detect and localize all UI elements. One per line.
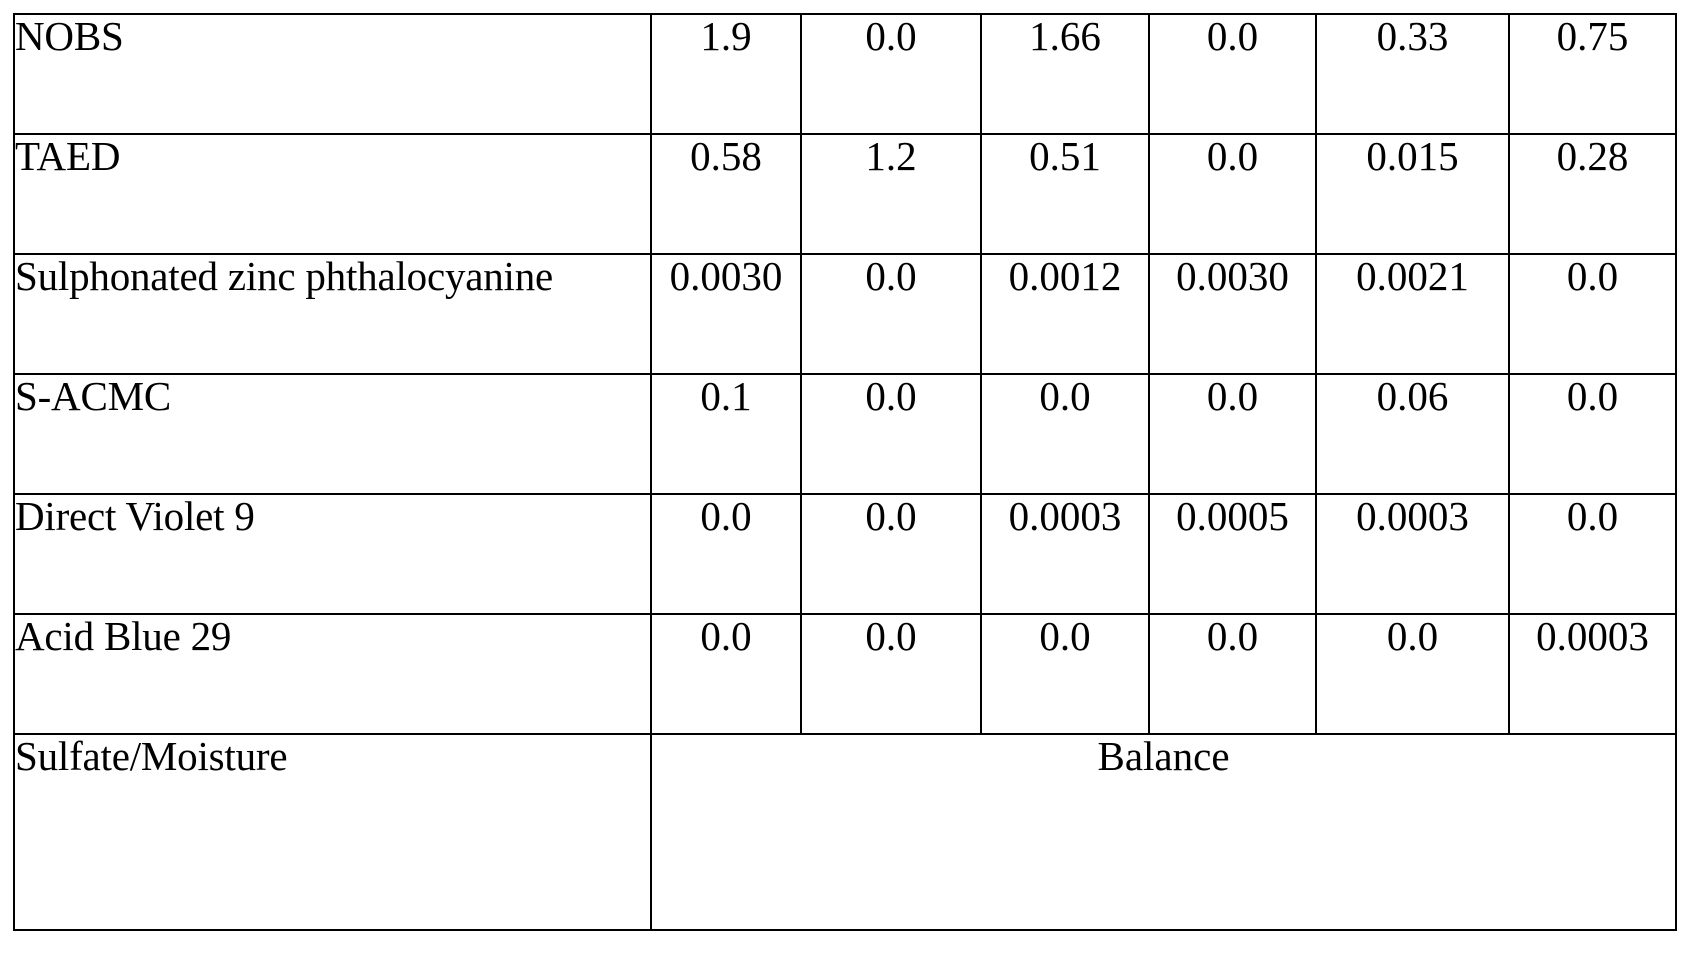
value-cell: 0.33: [1316, 14, 1509, 134]
document-page: NOBS 1.9 0.0 1.66 0.0 0.33 0.75 TAED 0.5…: [0, 0, 1689, 955]
value-cell: 0.0: [801, 14, 981, 134]
value-cell: 0.015: [1316, 134, 1509, 254]
value-cell: 0.58: [651, 134, 801, 254]
value-cell: 0.06: [1316, 374, 1509, 494]
value-cell: 0.0: [801, 614, 981, 734]
value-cell: 0.0: [651, 494, 801, 614]
value-cell: 0.51: [981, 134, 1149, 254]
value-cell: 0.0030: [1149, 254, 1316, 374]
value-cell: 1.2: [801, 134, 981, 254]
table-row: Acid Blue 29 0.0 0.0 0.0 0.0 0.0 0.0003: [14, 614, 1676, 734]
value-cell: 0.0030: [651, 254, 801, 374]
value-cell: 0.0005: [1149, 494, 1316, 614]
ingredient-name-cell: Sulfate/Moisture: [14, 734, 651, 930]
table-row: NOBS 1.9 0.0 1.66 0.0 0.33 0.75: [14, 14, 1676, 134]
table-row: Sulfate/Moisture Balance: [14, 734, 1676, 930]
value-cell: 1.9: [651, 14, 801, 134]
value-cell: 0.0021: [1316, 254, 1509, 374]
table-row: TAED 0.58 1.2 0.51 0.0 0.015 0.28: [14, 134, 1676, 254]
value-cell: 0.0: [1509, 494, 1676, 614]
value-cell: 0.0003: [981, 494, 1149, 614]
value-cell: 0.75: [1509, 14, 1676, 134]
value-cell: 0.0: [651, 614, 801, 734]
value-cell: 0.0: [1149, 134, 1316, 254]
value-cell: 0.0: [981, 614, 1149, 734]
ingredient-name-cell: Sulphonated zinc phthalocyanine: [14, 254, 651, 374]
value-cell: 0.0012: [981, 254, 1149, 374]
ingredient-name-cell: NOBS: [14, 14, 651, 134]
value-cell: 0.0003: [1316, 494, 1509, 614]
value-cell: 0.0: [1149, 614, 1316, 734]
value-cell: 0.28: [1509, 134, 1676, 254]
ingredient-name-cell: Acid Blue 29: [14, 614, 651, 734]
value-cell: 0.0003: [1509, 614, 1676, 734]
value-cell: 0.0: [1316, 614, 1509, 734]
value-cell: 0.0: [981, 374, 1149, 494]
balance-value-cell: Balance: [651, 734, 1676, 930]
ingredient-name-cell: TAED: [14, 134, 651, 254]
value-cell: 0.0: [801, 374, 981, 494]
value-cell: 0.0: [1509, 254, 1676, 374]
table-row: S-ACMC 0.1 0.0 0.0 0.0 0.06 0.0: [14, 374, 1676, 494]
ingredient-name-cell: S-ACMC: [14, 374, 651, 494]
value-cell: 0.0: [1509, 374, 1676, 494]
formulation-table: NOBS 1.9 0.0 1.66 0.0 0.33 0.75 TAED 0.5…: [13, 13, 1677, 931]
value-cell: 0.1: [651, 374, 801, 494]
formulation-table-body: NOBS 1.9 0.0 1.66 0.0 0.33 0.75 TAED 0.5…: [14, 14, 1676, 930]
value-cell: 0.0: [801, 494, 981, 614]
value-cell: 0.0: [1149, 14, 1316, 134]
ingredient-name-cell: Direct Violet 9: [14, 494, 651, 614]
value-cell: 1.66: [981, 14, 1149, 134]
value-cell: 0.0: [801, 254, 981, 374]
value-cell: 0.0: [1149, 374, 1316, 494]
table-row: Sulphonated zinc phthalocyanine 0.0030 0…: [14, 254, 1676, 374]
table-row: Direct Violet 9 0.0 0.0 0.0003 0.0005 0.…: [14, 494, 1676, 614]
